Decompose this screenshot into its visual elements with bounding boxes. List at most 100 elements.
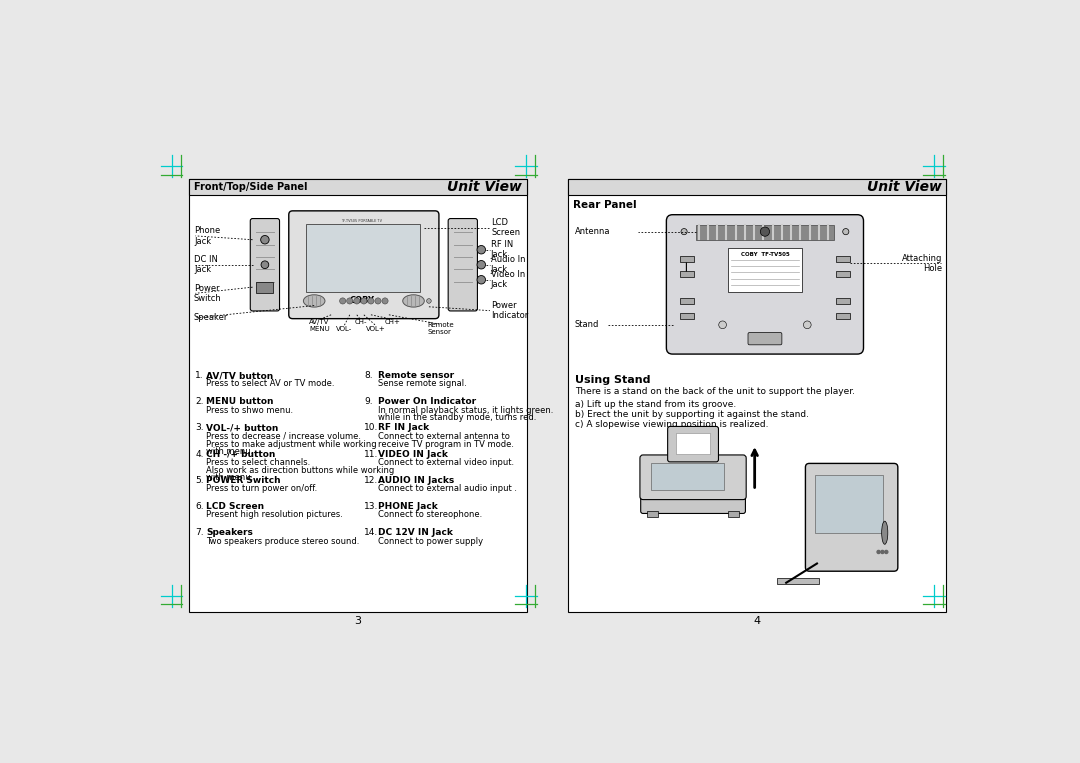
- FancyBboxPatch shape: [667, 427, 718, 462]
- Text: DC IN
Jack: DC IN Jack: [194, 255, 218, 275]
- Circle shape: [347, 298, 353, 304]
- Bar: [815, 475, 883, 533]
- Circle shape: [382, 298, 388, 304]
- Text: 5.: 5.: [195, 476, 204, 485]
- FancyBboxPatch shape: [640, 492, 745, 513]
- Text: Rear Panel: Rear Panel: [573, 200, 637, 210]
- Text: 4.: 4.: [195, 449, 204, 459]
- Text: Press to make adjustment while working: Press to make adjustment while working: [206, 439, 377, 449]
- Text: Stand: Stand: [575, 320, 599, 330]
- Bar: [568, 179, 946, 195]
- Ellipse shape: [403, 295, 424, 307]
- Text: with menu.: with menu.: [206, 473, 254, 482]
- Text: Antenna: Antenna: [575, 227, 610, 236]
- Text: Using Stand: Using Stand: [575, 375, 650, 385]
- Text: CH-: CH-: [354, 320, 366, 326]
- Text: CH+: CH+: [384, 320, 401, 326]
- Text: 7.: 7.: [195, 528, 204, 537]
- Bar: [647, 511, 659, 517]
- Text: CH -/+ button: CH -/+ button: [206, 449, 275, 459]
- Text: receive TV program in TV mode.: receive TV program in TV mode.: [378, 439, 514, 449]
- FancyBboxPatch shape: [748, 333, 782, 345]
- Text: 8.: 8.: [364, 371, 373, 380]
- Text: Remote sensor: Remote sensor: [378, 371, 455, 380]
- Text: Unit View: Unit View: [447, 180, 523, 194]
- Circle shape: [842, 229, 849, 235]
- Bar: [836, 256, 850, 262]
- Text: 6.: 6.: [195, 502, 204, 511]
- Text: POWER Switch: POWER Switch: [206, 476, 281, 485]
- Circle shape: [477, 246, 486, 254]
- Text: while in the standby mode, turns red.: while in the standby mode, turns red.: [378, 414, 537, 423]
- Bar: [680, 256, 694, 262]
- Text: PHONE Jack: PHONE Jack: [378, 502, 437, 511]
- Text: 14.: 14.: [364, 528, 378, 537]
- Circle shape: [477, 275, 486, 284]
- Text: In normal playback status, it lights green.: In normal playback status, it lights gre…: [378, 406, 553, 414]
- Circle shape: [885, 550, 888, 553]
- Text: AV/TV
MENU: AV/TV MENU: [309, 320, 330, 333]
- Text: Connect to external antenna to: Connect to external antenna to: [378, 432, 510, 441]
- Bar: [836, 271, 850, 277]
- Circle shape: [881, 550, 883, 553]
- Text: 12.: 12.: [364, 476, 378, 485]
- FancyBboxPatch shape: [251, 218, 280, 311]
- Circle shape: [260, 236, 269, 244]
- Text: 3.: 3.: [195, 423, 204, 433]
- Text: Connect to power supply: Connect to power supply: [378, 536, 483, 546]
- Text: b) Erect the unit by supporting it against the stand.: b) Erect the unit by supporting it again…: [575, 410, 809, 419]
- Text: LCD
Screen: LCD Screen: [491, 218, 521, 237]
- Text: COBY  TF-TV505: COBY TF-TV505: [741, 252, 789, 256]
- FancyBboxPatch shape: [666, 214, 864, 354]
- Text: RF IN Jack: RF IN Jack: [378, 423, 429, 433]
- Text: VOL-/+ button: VOL-/+ button: [206, 423, 279, 433]
- Text: RF IN
Jack: RF IN Jack: [490, 240, 513, 259]
- Circle shape: [339, 298, 346, 304]
- Circle shape: [760, 227, 770, 237]
- Bar: [777, 578, 820, 584]
- Text: Press to shwo menu.: Press to shwo menu.: [206, 406, 294, 414]
- Text: MENU button: MENU button: [206, 398, 273, 406]
- Text: Remote
Sensor: Remote Sensor: [428, 322, 454, 335]
- FancyBboxPatch shape: [640, 455, 746, 500]
- Text: a) Lift up the stand from its groove.: a) Lift up the stand from its groove.: [575, 400, 735, 408]
- Text: 1.: 1.: [195, 371, 204, 380]
- Text: Front/Top/Side Panel: Front/Top/Side Panel: [194, 182, 308, 192]
- Text: Press to select AV or TV mode.: Press to select AV or TV mode.: [206, 379, 335, 388]
- Bar: [836, 298, 850, 304]
- Bar: [651, 462, 724, 490]
- Text: AV/TV button: AV/TV button: [206, 371, 273, 380]
- Text: 10.: 10.: [364, 423, 379, 433]
- Text: Speaker: Speaker: [194, 314, 228, 323]
- Text: Connect to stereophone.: Connect to stereophone.: [378, 510, 483, 520]
- Bar: [680, 271, 694, 277]
- Text: COBY: COBY: [350, 297, 375, 305]
- Text: 3: 3: [354, 616, 362, 626]
- Text: Speakers: Speakers: [206, 528, 253, 537]
- Text: Audio In
Jack: Audio In Jack: [490, 255, 525, 275]
- Bar: [680, 314, 694, 320]
- Bar: [836, 314, 850, 320]
- Bar: [696, 225, 834, 240]
- Text: VOL+: VOL+: [366, 326, 386, 332]
- Text: Phone
Jack: Phone Jack: [194, 226, 220, 246]
- Circle shape: [354, 298, 360, 304]
- Text: VOL-: VOL-: [336, 326, 352, 332]
- Bar: [680, 298, 694, 304]
- Bar: [189, 179, 527, 611]
- Text: TF-TV505 PORTABLE TV: TF-TV505 PORTABLE TV: [341, 218, 382, 223]
- Text: LCD Screen: LCD Screen: [206, 502, 265, 511]
- Text: Also work as direction buttons while working: Also work as direction buttons while wor…: [206, 465, 394, 475]
- Text: DC 12V IN Jack: DC 12V IN Jack: [378, 528, 453, 537]
- FancyBboxPatch shape: [448, 218, 477, 311]
- Text: Press to select channels.: Press to select channels.: [206, 458, 310, 467]
- Text: VIDEO IN Jack: VIDEO IN Jack: [378, 449, 448, 459]
- Text: 2.: 2.: [195, 398, 204, 406]
- Text: with menu.: with menu.: [206, 447, 254, 456]
- Text: Video In
Jack: Video In Jack: [490, 270, 525, 289]
- Text: Power On Indicator: Power On Indicator: [378, 398, 476, 406]
- FancyBboxPatch shape: [806, 463, 897, 571]
- Circle shape: [719, 321, 727, 329]
- Text: AUDIO IN Jacks: AUDIO IN Jacks: [378, 476, 455, 485]
- Circle shape: [477, 260, 486, 269]
